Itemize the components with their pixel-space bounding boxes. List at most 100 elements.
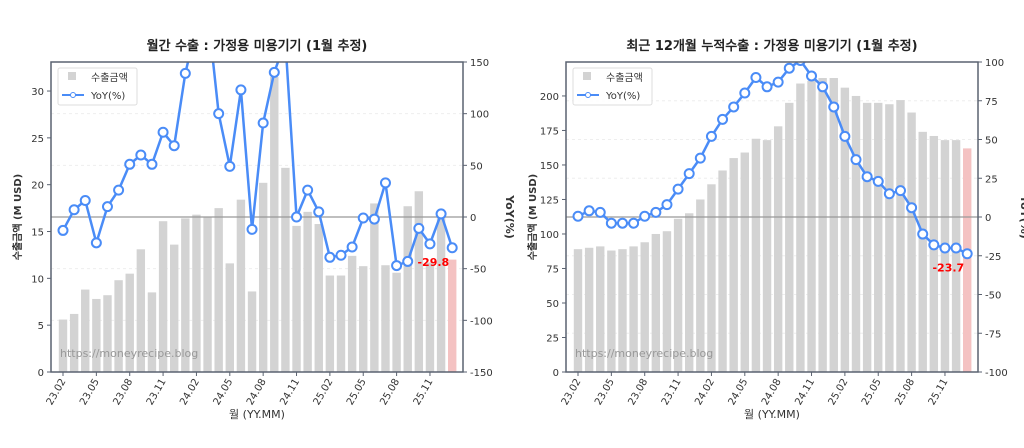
bar-23.03	[69, 313, 79, 372]
y2-tick-label: 0	[470, 213, 476, 224]
bar-24.06	[236, 199, 246, 372]
y-tick-label: 175	[540, 126, 559, 137]
bar-23.10	[147, 292, 157, 372]
bar-23.11	[158, 221, 168, 372]
bar-25.03	[336, 275, 346, 372]
x-tick-label: 24.02	[178, 377, 202, 407]
yoy-point-25.12	[435, 208, 447, 220]
yoy-point-23.12	[168, 140, 180, 152]
y-tick-label: 0	[38, 368, 44, 379]
bar-26.01	[963, 148, 972, 372]
yoy-point-23.02	[57, 224, 69, 236]
yoy-point-23.12	[683, 168, 695, 180]
y2-axis-label: YoY(%)	[1018, 194, 1024, 239]
x-tick-label: 24.11	[793, 377, 817, 407]
yoy-point-25.02	[324, 251, 336, 263]
y-tick-label: 0	[553, 368, 559, 379]
bar-23.08	[640, 242, 649, 372]
bar-25.10	[929, 135, 939, 372]
bar-24.08	[773, 126, 783, 372]
bar-25.12	[436, 210, 446, 372]
x-tick-label: 25.05	[860, 377, 884, 407]
y-tick-label: 15	[31, 228, 44, 239]
yoy-series	[572, 62, 973, 260]
yoy-point-24.09	[268, 66, 280, 78]
x-tick-label: 24.08	[245, 377, 269, 407]
yoy-point-25.12	[950, 242, 962, 254]
bar-23.07	[114, 280, 123, 372]
yoy-point-24.02	[192, 21, 201, 30]
bar-24.04	[729, 158, 738, 372]
last-value-label: -23.7	[932, 262, 964, 275]
bar-25.08	[392, 272, 401, 372]
y2-tick-label: 100	[470, 110, 489, 121]
y2-axis-label: YoY(%)	[503, 194, 516, 239]
legend-bar-label: 수출금액	[606, 72, 643, 84]
legend-bar-swatch	[68, 72, 76, 80]
legend-line-marker	[585, 92, 591, 98]
yoy-point-25.11	[939, 242, 951, 254]
yoy-point-23.07	[628, 217, 640, 229]
x-tick-label: 25.02	[312, 377, 336, 407]
bar-24.07	[247, 291, 257, 372]
yoy-point-24.10	[795, 62, 806, 66]
y2-tick-label: 75	[985, 97, 998, 108]
yoy-point-24.05	[224, 160, 236, 172]
bar-24.01	[696, 199, 705, 372]
bar-25.03	[851, 95, 861, 372]
yoy-point-23.06	[101, 201, 113, 213]
bar-23.11	[673, 218, 683, 372]
yoy-point-24.08	[257, 117, 269, 129]
x-axis-label: 월 (YY.MM)	[744, 408, 800, 421]
y2-tick-label: -50	[985, 291, 1001, 302]
yoy-point-23.05	[90, 237, 102, 249]
bar-25.12	[951, 140, 961, 372]
y2-tick-label: 50	[985, 136, 998, 147]
bar-25.11	[425, 262, 435, 372]
yoy-point-25.08	[906, 202, 918, 214]
yoy-point-24.04	[213, 108, 225, 120]
bar-23.08	[125, 273, 134, 372]
bar-25.08	[907, 112, 916, 372]
y2-tick-label: -50	[470, 265, 486, 276]
yoy-point-25.01	[313, 206, 325, 218]
yoy-point-25.01	[828, 101, 840, 113]
yoy-point-25.04	[346, 241, 358, 253]
bar-24.07	[762, 140, 772, 372]
bar-23.03	[584, 247, 594, 372]
bar-24.03	[718, 170, 727, 372]
bar-25.01	[829, 78, 838, 373]
x-tick-label: 25.02	[827, 377, 851, 407]
yoy-point-25.09	[402, 255, 414, 267]
y2-tick-label: -150	[470, 368, 493, 379]
yoy-point-23.03	[583, 205, 595, 217]
yoy-point-23.05	[605, 217, 617, 229]
yoy-point-23.11	[672, 183, 684, 195]
yoy-point-25.10	[413, 222, 425, 234]
yoy-point-23.11	[157, 126, 169, 138]
yoy-point-24.04	[728, 101, 740, 113]
yoy-point-23.04	[79, 194, 91, 206]
yoy-point-23.07	[113, 184, 125, 196]
legend-line-label: YoY(%)	[90, 91, 125, 102]
bar-23.02	[58, 319, 68, 372]
last-value-label: -29.8	[417, 256, 449, 269]
bar-25.06	[885, 104, 894, 373]
y-tick-label: 20	[31, 181, 44, 192]
y2-tick-label: 50	[470, 161, 483, 172]
bar-24.12	[303, 211, 312, 372]
bar-24.02	[192, 214, 201, 372]
yoy-series	[57, 21, 458, 272]
bar-23.06	[618, 249, 627, 372]
bar-23.12	[685, 213, 694, 372]
yoy-point-24.01	[179, 67, 191, 79]
bar-25.02	[840, 87, 850, 373]
yoy-point-23.08	[124, 158, 136, 170]
bar-25.07	[381, 265, 390, 372]
legend: 수출금액 YoY(%)	[57, 67, 138, 106]
y2-tick-label: 25	[985, 174, 998, 185]
bar-25.11	[940, 140, 950, 372]
y-axis-label: 수출금액 (M USD)	[11, 174, 24, 260]
x-tick-label: 24.05	[212, 377, 236, 407]
legend-line-label: YoY(%)	[605, 91, 640, 102]
